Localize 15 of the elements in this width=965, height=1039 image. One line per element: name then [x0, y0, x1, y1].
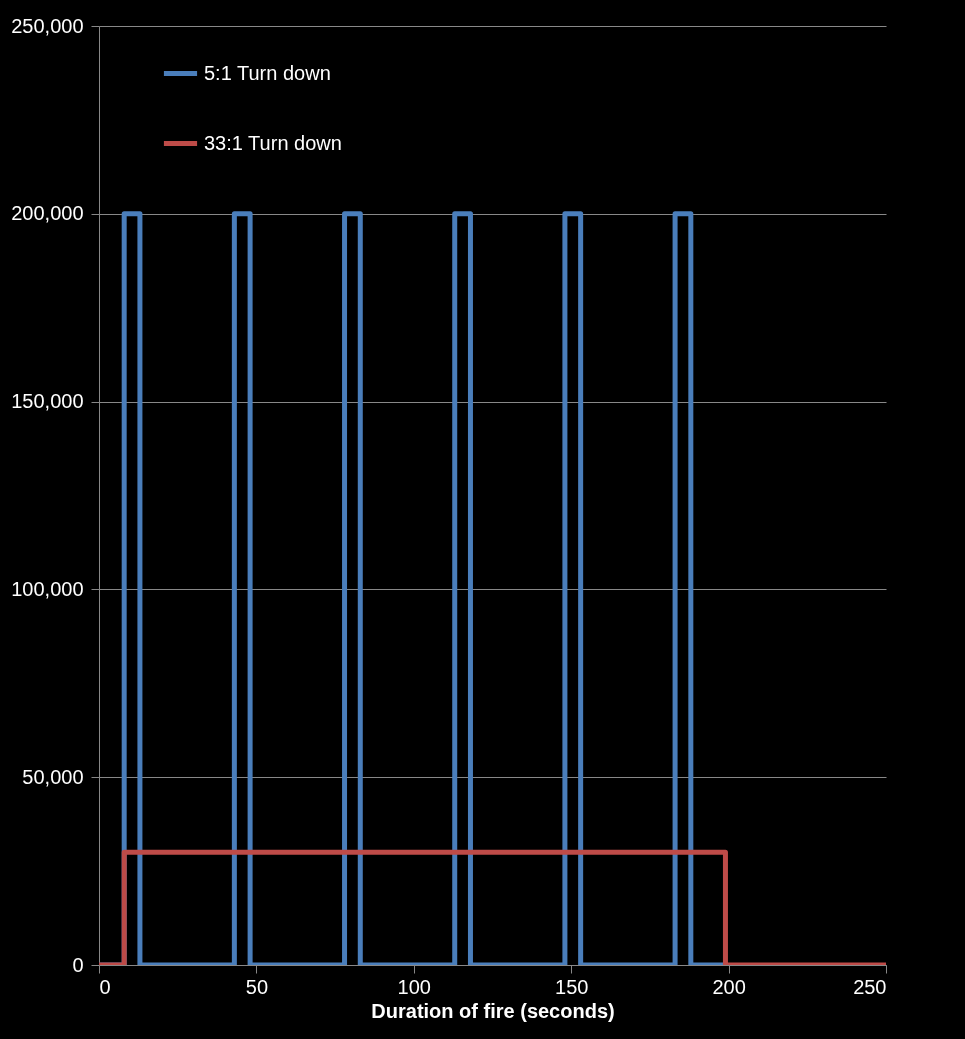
y-tick-label: 150,000	[11, 390, 84, 413]
y-tick-label: 100,000	[11, 577, 84, 600]
y-tick-label: 50,000	[22, 765, 84, 788]
legend-label: 33:1 Turn down	[204, 131, 342, 154]
x-tick-label: 200	[712, 975, 746, 998]
y-tick-label: 250,000	[11, 14, 84, 37]
x-tick-label: 100	[397, 975, 431, 998]
x-tick-label: 250	[853, 975, 887, 998]
y-tick-label: 200,000	[11, 202, 84, 225]
x-tick-label: 50	[245, 975, 269, 998]
x-axis-title: Duration of fire (seconds)	[371, 999, 615, 1022]
y-tick-label: 0	[72, 953, 84, 976]
legend-label: 5:1 Turn down	[204, 61, 331, 84]
x-tick-label: 0	[99, 975, 111, 998]
x-tick-label: 150	[555, 975, 589, 998]
